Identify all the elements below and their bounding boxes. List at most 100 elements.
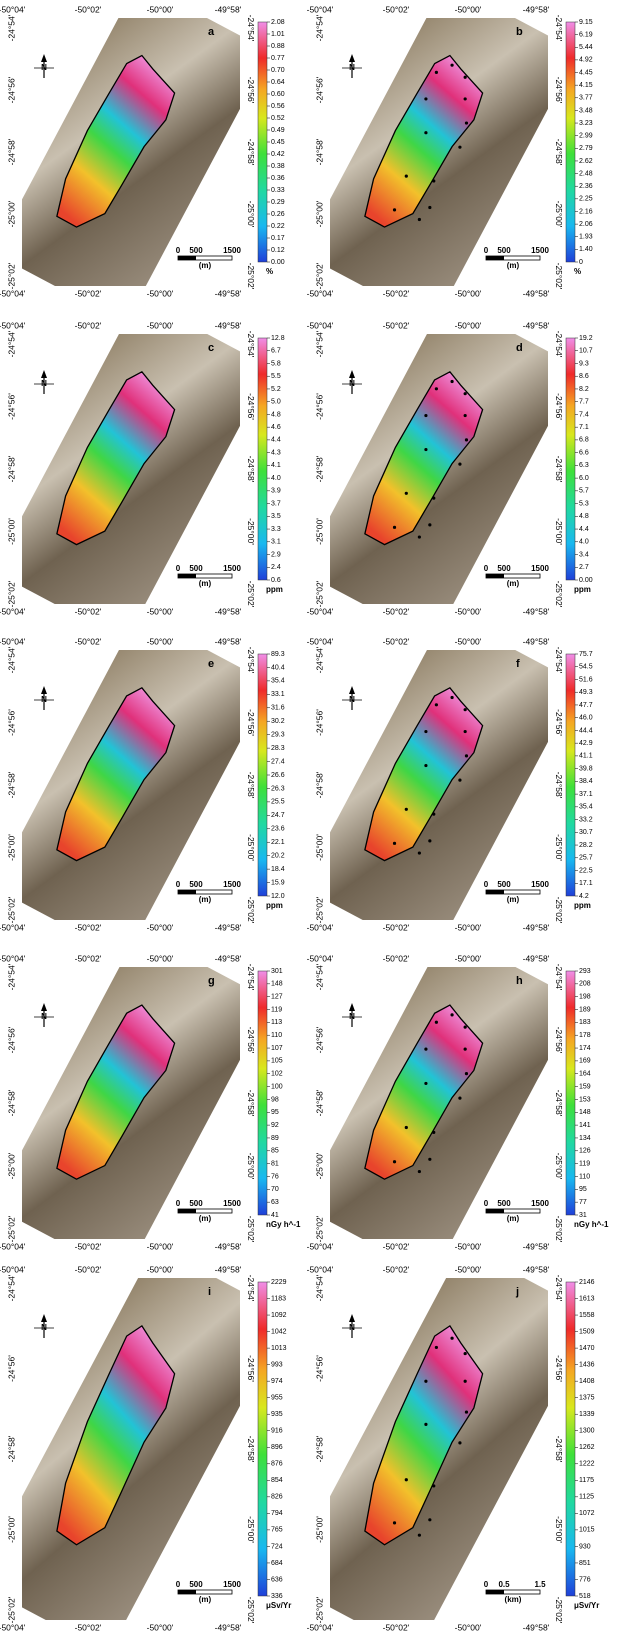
scale-label: 1500	[223, 1580, 241, 1589]
lat-label: -25°02'	[314, 580, 324, 607]
lat-label: -25°02'	[6, 580, 16, 607]
lat-label: -24°58'	[314, 1089, 324, 1116]
colorbar-label: 119	[271, 1006, 282, 1013]
map-panel: -50°04' -50°04' -50°02' -50°02' -50°00' -50°0…	[307, 4, 593, 298]
colorbar-label: 81	[271, 1160, 279, 1167]
colorbar-label: 5.7	[579, 488, 589, 495]
colorbar-label: 826	[271, 1494, 283, 1501]
colorbar-label: 35.4	[579, 804, 593, 811]
lat-label: -24°54'	[554, 331, 564, 358]
colorbar-label: 95	[271, 1109, 279, 1116]
lat-label: -24°54'	[314, 646, 324, 673]
scale-bar	[486, 574, 504, 578]
colorbar-label: 1.40	[579, 246, 593, 253]
sample-dot	[463, 75, 467, 79]
scale-label: 1500	[223, 246, 241, 255]
lat-label: -25°00'	[246, 518, 256, 545]
lon-label: -50°00'	[147, 320, 174, 330]
colorbar-label: 765	[271, 1527, 283, 1534]
scale-bar	[178, 1209, 196, 1213]
lon-label: -49°58'	[215, 1241, 242, 1251]
lon-label: -50°02'	[75, 1264, 102, 1274]
colorbar-unit: μSv/Yr	[266, 1601, 291, 1610]
panel-letter: e	[208, 658, 214, 670]
lat-label: -25°00'	[6, 834, 16, 861]
north-arrow	[349, 370, 355, 378]
colorbar-label: 0.60	[271, 91, 285, 98]
sample-dot	[417, 1169, 421, 1174]
scale-unit: (m)	[199, 579, 212, 588]
sample-dot	[458, 462, 462, 466]
sample-dot	[432, 179, 436, 183]
lon-label: -50°00'	[455, 636, 482, 646]
scale-unit: (m)	[199, 895, 212, 904]
colorbar-label: 2.4	[271, 564, 281, 571]
colorbar-label: 198	[579, 994, 591, 1001]
colorbar-label: 1509	[579, 1328, 595, 1335]
lat-label: -25°00'	[314, 1152, 324, 1179]
lat-label: -24°56'	[554, 1027, 564, 1054]
colorbar-label: 0	[579, 259, 583, 266]
colorbar-label: 102	[271, 1071, 283, 1078]
lat-label: -24°58'	[314, 138, 324, 165]
north-arrow	[41, 1314, 47, 1322]
colorbar	[257, 1281, 268, 1597]
sample-dot	[463, 1351, 467, 1356]
lat-label: -24°58'	[554, 1436, 564, 1463]
colorbar-label: 794	[271, 1510, 283, 1517]
sample-dot	[463, 1025, 467, 1029]
panel-letter: i	[208, 1286, 211, 1298]
lat-label: -24°58'	[6, 455, 16, 482]
lon-label: -50°02'	[75, 953, 102, 963]
colorbar-label: 896	[271, 1444, 283, 1451]
colorbar-label: 126	[579, 1148, 591, 1155]
lon-label: -49°58'	[215, 636, 242, 646]
colorbar-label: 0.12	[271, 247, 285, 254]
sample-dot	[404, 807, 408, 811]
scale-label: 0	[484, 564, 489, 573]
lat-label: -24°54'	[314, 330, 324, 357]
scale-label: 500	[189, 1199, 203, 1208]
lon-label: -50°00'	[455, 4, 482, 14]
lon-label: -50°04'	[0, 4, 26, 14]
colorbar-label: 77	[579, 1199, 587, 1206]
sample-dot	[424, 131, 428, 135]
lat-label: -24°56'	[6, 393, 16, 420]
colorbar-label: 164	[579, 1071, 591, 1078]
sample-dot	[404, 491, 408, 495]
sample-dot	[463, 97, 467, 101]
colorbar-label: 2.79	[579, 145, 593, 152]
colorbar-label: 6.0	[579, 475, 589, 482]
survey-area	[56, 686, 176, 862]
scale-label: 0	[176, 880, 181, 889]
colorbar-label: 9.3	[579, 360, 589, 367]
lat-label: -25°02'	[554, 897, 564, 924]
colorbar	[257, 21, 268, 263]
colorbar-label: 4.15	[579, 82, 593, 89]
lat-label: -25°02'	[554, 1597, 564, 1624]
lon-label: -50°04'	[307, 1264, 334, 1274]
colorbar-label: 293	[579, 968, 591, 975]
colorbar-label: 35.4	[271, 678, 285, 685]
map-panel: -50°04' -50°04' -50°02' -50°02' -50°00' -50°0…	[0, 953, 301, 1251]
lat-label: -24°58'	[6, 138, 16, 165]
map-panel: -50°04' -50°04' -50°02' -50°02' -50°00' -50°0…	[0, 4, 285, 298]
lat-label: -25°02'	[314, 896, 324, 923]
lon-label: -50°04'	[307, 953, 334, 963]
colorbar-label: 6.19	[579, 31, 593, 38]
sample-dot	[463, 392, 467, 396]
colorbar	[565, 970, 576, 1216]
colorbar-label: 6.8	[579, 437, 589, 444]
sample-dot	[464, 438, 469, 442]
lon-label: -50°00'	[147, 1622, 174, 1632]
colorbar-label: 41	[271, 1212, 279, 1219]
lat-label: -25°02'	[554, 581, 564, 608]
colorbar-label: 44.4	[579, 727, 593, 734]
lat-label: -24°54'	[6, 646, 16, 673]
colorbar-label: 3.4	[579, 551, 589, 558]
lon-label: -50°04'	[0, 922, 26, 932]
colorbar-label: 40.4	[271, 664, 285, 671]
colorbar-label: 1558	[579, 1312, 595, 1319]
north-label: N	[41, 63, 47, 72]
colorbar-label: 28.3	[271, 745, 285, 752]
